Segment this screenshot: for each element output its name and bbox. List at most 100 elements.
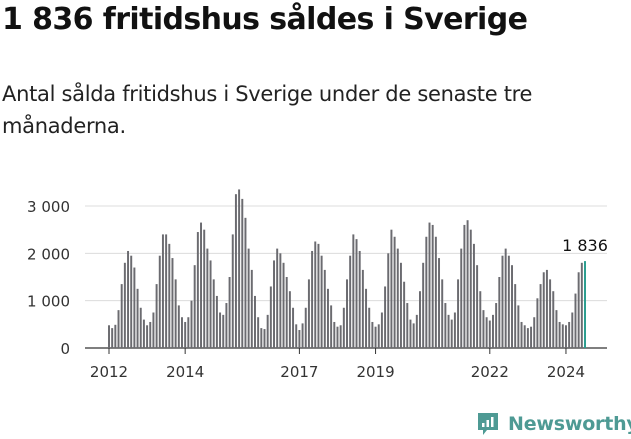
bar [549,279,552,348]
bar [301,323,304,348]
bar [438,258,441,348]
y-tick-label: 1 000 [27,293,70,311]
bar [314,241,317,348]
bar [504,248,507,348]
bar [428,222,431,348]
bar [530,326,533,348]
bar [114,324,117,348]
bar [203,229,206,348]
bar [136,288,139,348]
bar [333,321,336,348]
bar [339,325,342,348]
bar [482,310,485,348]
bar [466,220,469,348]
x-tick-label: 2017 [280,363,318,381]
bar [485,317,488,348]
bar [260,328,263,348]
bar [174,279,177,348]
bar [257,317,260,348]
bar [219,312,222,348]
bar [212,279,215,348]
bar [155,284,158,348]
bar [234,194,237,348]
bar [564,325,567,348]
bar [469,229,472,348]
bar-chart: 0 1 000 2 000 3 000 1 836 2012 2014 2017 2019 202… [27,189,608,381]
bar [238,189,241,348]
bar [393,236,396,348]
bar [520,321,523,348]
bar [215,295,218,348]
bar [406,303,409,348]
bar [263,329,266,348]
x-tick-label: 2019 [356,363,394,381]
y-tick-label: 2 000 [27,245,70,263]
bar [244,217,247,348]
bar [330,305,333,348]
bar [501,255,504,348]
bar [425,236,428,348]
x-tick-label: 2012 [90,363,128,381]
x-tick-label: 2022 [471,363,509,381]
bar [387,253,390,348]
bar [415,314,418,348]
bar [577,272,580,348]
bar [269,286,272,348]
bar [568,321,571,348]
bar [365,288,368,348]
bar [323,269,326,348]
bar [561,324,564,348]
bar [266,314,269,348]
bar [146,325,149,348]
bar [298,330,301,348]
bar [371,321,374,348]
bar [488,320,491,348]
bar [228,277,231,348]
bar [412,323,415,348]
bar [526,328,529,348]
bar [536,298,539,348]
bar [279,253,282,348]
bar [523,325,526,348]
bar [209,260,212,348]
bar [285,277,288,348]
bar [336,326,339,348]
bar [139,307,142,348]
bar [184,321,187,348]
bar [349,255,352,348]
bar [545,269,548,348]
bar [342,307,345,348]
bar [498,277,501,348]
bar [444,303,447,348]
bar [511,265,513,348]
bar [514,284,517,348]
highlight-value-label: 1 836 [562,236,608,255]
bar [434,236,437,348]
bar [225,303,228,348]
bar [200,222,203,348]
bar [346,279,348,348]
bar [396,248,399,348]
bar [374,326,377,348]
bar [533,317,536,348]
bar [133,267,136,348]
brand: Newsworthy [476,409,631,439]
bar [111,328,114,348]
bar [409,319,412,348]
bar [171,258,174,348]
bar [152,312,155,348]
bar [453,312,456,348]
bar [193,265,196,348]
bar [149,321,152,348]
y-tick-label: 0 [60,340,70,358]
bar [447,314,450,348]
bar [472,243,475,348]
bar [555,310,558,348]
bar [517,305,520,348]
bar [384,286,387,348]
bar [361,269,364,348]
bar [276,248,279,348]
brand-name: Newsworthy [508,413,631,435]
x-tick-label: 2024 [547,363,585,381]
bar [491,314,494,348]
